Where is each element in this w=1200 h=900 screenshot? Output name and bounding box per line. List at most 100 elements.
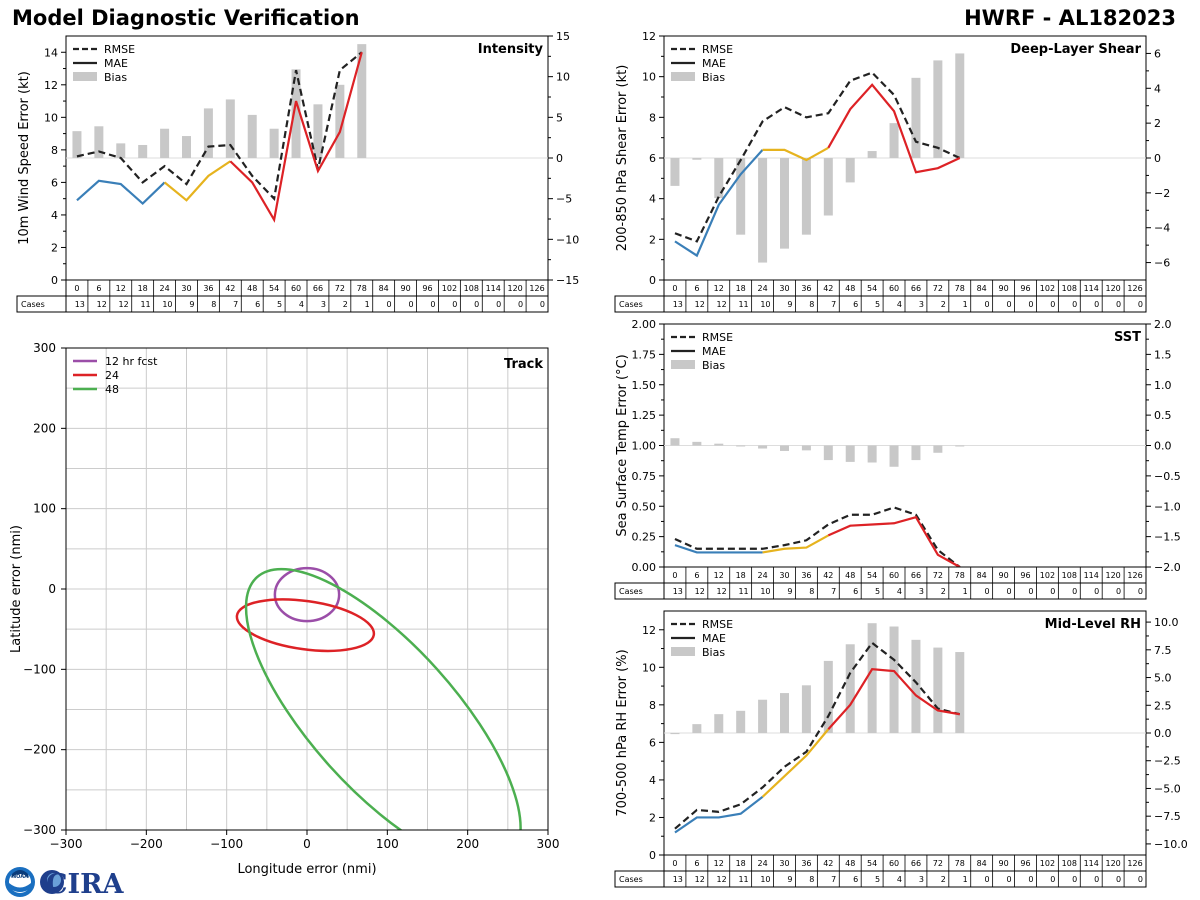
rh-y2tick-label: 5.0 — [1154, 672, 1172, 685]
rh-hour-cell: 72 — [933, 859, 943, 868]
rh-y2tick-label: −2.5 — [1154, 755, 1181, 768]
sst-bias-bar — [889, 445, 899, 467]
rh-bias-bar — [911, 639, 921, 733]
intensity-bias-bar — [335, 84, 345, 158]
rh-legend-bias-swatch — [671, 647, 695, 656]
sst-hour-cell: 108 — [1062, 571, 1077, 580]
shear-count-cell: 0 — [1116, 300, 1121, 309]
rh-hour-cell: 84 — [977, 859, 987, 868]
rh-hour-cell: 0 — [672, 859, 677, 868]
agency-logos: NOAA CIRA — [5, 867, 124, 898]
rh-mae-line-early — [674, 795, 764, 834]
shear-y2tick-label: −2 — [1154, 187, 1170, 200]
sst-bias-bar — [845, 445, 855, 462]
shear-cases-row — [614, 295, 1147, 313]
shear-count-cell: 5 — [875, 300, 880, 309]
shear-hour-cell: 108 — [1062, 284, 1077, 293]
intensity-count-cell: 3 — [321, 300, 326, 309]
shear-count-cell: 7 — [831, 300, 836, 309]
shear-ytick-label: 10 — [642, 71, 656, 84]
shear-y2tick-label: 4 — [1154, 82, 1161, 95]
shear-hour-cell: 42 — [823, 284, 833, 293]
rh-bias-bar — [714, 714, 724, 733]
rh-ytick-label: 2 — [649, 811, 656, 824]
rh-ytick-label: 12 — [642, 624, 656, 637]
intensity-count-cell: 10 — [162, 300, 172, 309]
sst-hour-cell: 18 — [736, 571, 746, 580]
intensity-bias-bar — [357, 44, 367, 159]
rh-ytick-label: 0 — [649, 849, 656, 862]
sst-bias-bar — [867, 445, 877, 463]
intensity-hour-cell: 120 — [507, 284, 522, 293]
intensity-count-cell: 13 — [75, 300, 85, 309]
intensity-count-cell: 7 — [233, 300, 238, 309]
shear-mae-line-late — [827, 83, 961, 174]
intensity-legend-mae-label: MAE — [104, 57, 128, 70]
rh-bias-bar — [867, 623, 877, 733]
sst-hour-cell: 84 — [977, 571, 987, 580]
sst-ylabel: Sea Surface Temp Error (°C) — [615, 354, 630, 536]
shear-count-cell: 4 — [897, 300, 902, 309]
intensity-count-cell: 0 — [540, 300, 545, 309]
sst-ytick-label: 1.75 — [632, 348, 657, 361]
intensity-ylabel: 10m Wind Speed Error (kt) — [17, 71, 32, 245]
sst-panel: 0.000.250.500.751.001.251.501.752.00−2.0… — [614, 318, 1181, 600]
shear-y2tick-label: 2 — [1154, 117, 1161, 130]
rh-hour-cell: 108 — [1062, 859, 1077, 868]
rh-legend-rmse-label: RMSE — [702, 618, 733, 631]
rh-count-cell: 0 — [1072, 875, 1077, 884]
sst-count-cell: 12 — [717, 587, 727, 596]
intensity-hour-cell: 6 — [96, 284, 101, 293]
sst-legend-mae-label: MAE — [702, 345, 726, 358]
sst-cases-row — [614, 582, 1147, 600]
intensity-count-cell: 12 — [97, 300, 107, 309]
sst-bias-bar — [736, 445, 746, 447]
sst-ytick-label: 1.25 — [632, 409, 657, 422]
rh-bias-bar — [889, 626, 899, 733]
sst-hour-cell: 54 — [867, 571, 877, 580]
shear-y2tick-label: 6 — [1154, 47, 1161, 60]
shear-count-cell: 0 — [1072, 300, 1077, 309]
intensity-hour-cell: 12 — [116, 284, 126, 293]
shear-hour-cell: 114 — [1084, 284, 1099, 293]
track-xtick-label: −300 — [50, 837, 83, 851]
intensity-count-cell: 5 — [277, 300, 282, 309]
rh-cases-label: Cases — [619, 875, 643, 884]
shear-count-cell: 6 — [853, 300, 858, 309]
shear-ytick-label: 8 — [649, 111, 656, 124]
intensity-count-cell: 0 — [387, 300, 392, 309]
shear-hour-cell: 24 — [757, 284, 767, 293]
shear-count-cell: 9 — [787, 300, 792, 309]
sst-count-cell: 7 — [831, 587, 836, 596]
track-ytick-label: −200 — [23, 743, 56, 757]
sst-bias-bar — [911, 445, 921, 461]
sst-count-cell: 0 — [1050, 587, 1055, 596]
rh-hour-cell: 24 — [757, 859, 767, 868]
intensity-bias-bar — [116, 143, 126, 158]
shear-bias-bar — [758, 158, 768, 263]
track-ytick-label: 0 — [48, 582, 56, 596]
shear-bias-bar — [955, 53, 965, 158]
rh-hour-cell: 12 — [714, 859, 724, 868]
sst-count-cell: 9 — [787, 587, 792, 596]
intensity-bias-bar — [94, 126, 104, 158]
intensity-count-cell: 11 — [140, 300, 150, 309]
sst-count-cell: 10 — [760, 587, 770, 596]
intensity-hour-cell: 78 — [357, 284, 367, 293]
intensity-hour-cell: 90 — [400, 284, 410, 293]
rh-count-cell: 1 — [963, 875, 968, 884]
sst-legend-rmse-label: RMSE — [702, 331, 733, 344]
sst-count-cell: 3 — [919, 587, 924, 596]
sst-count-cell: 0 — [1072, 587, 1077, 596]
shear-y2tick-label: −4 — [1154, 222, 1170, 235]
intensity-mae-line-mid — [163, 160, 231, 202]
track-xtick-label: 200 — [456, 837, 479, 851]
intensity-y2tick-label: 10 — [556, 71, 570, 84]
track-xtick-label: 300 — [537, 837, 560, 851]
sst-ytick-label: 1.00 — [632, 440, 657, 453]
rh-y2tick-label: 0.0 — [1154, 727, 1172, 740]
sst-hour-cell: 96 — [1020, 571, 1030, 580]
rh-hour-cell: 60 — [889, 859, 899, 868]
rh-hour-cell: 18 — [736, 859, 746, 868]
intensity-mae-line-early — [76, 179, 166, 206]
